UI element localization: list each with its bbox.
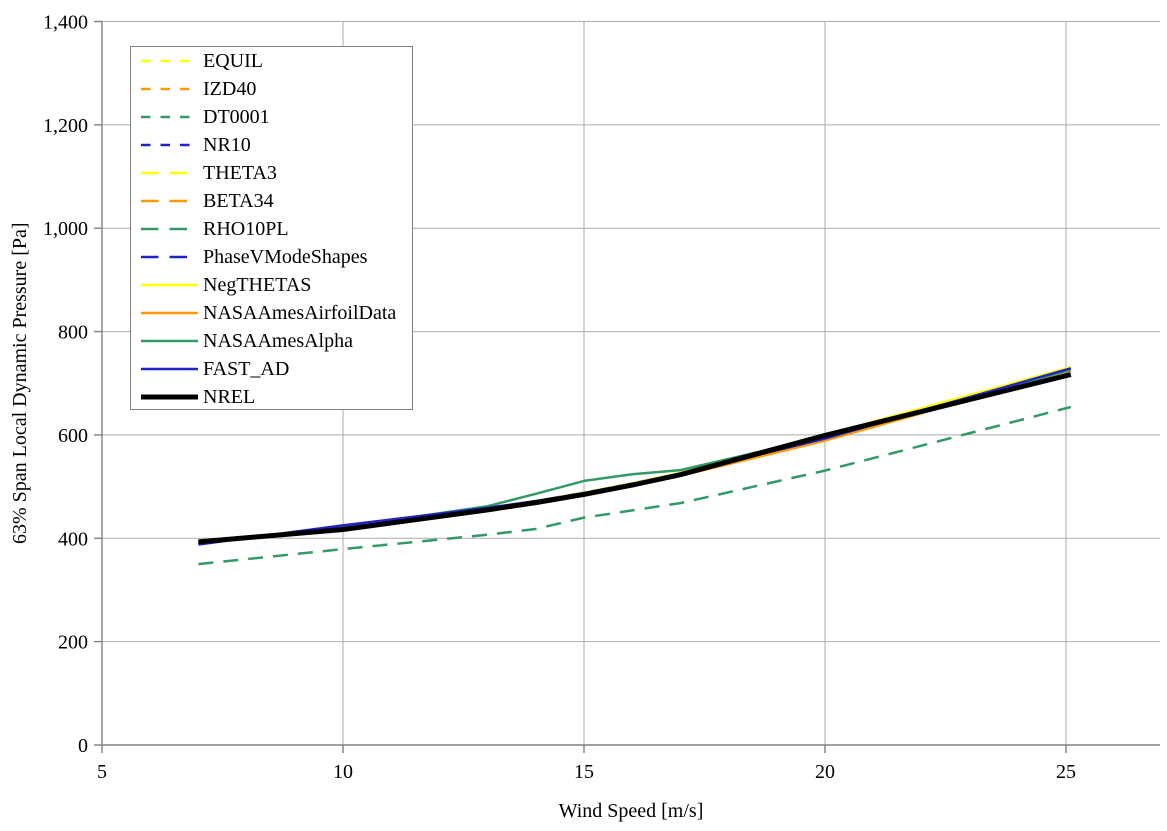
legend-item-NASAAmesAlpha: NASAAmesAlpha — [131, 327, 412, 355]
legend-item-NREL: NREL — [131, 383, 412, 411]
series-line-RHO10PL — [198, 405, 1072, 566]
legend-line-sample — [141, 394, 198, 400]
legend-line-sample — [141, 227, 198, 231]
legend-item-PhaseVModeShapes: PhaseVModeShapes — [131, 243, 412, 271]
y-tick-label: 1,400 — [43, 12, 88, 34]
y-tick-label: 1,200 — [43, 115, 88, 137]
legend-item-NegTHETAS: NegTHETAS — [131, 271, 412, 299]
y-tick-label: 400 — [58, 528, 88, 550]
legend-item-EQUIL: EQUIL — [131, 47, 412, 75]
legend-item-BETA34: BETA34 — [131, 187, 412, 215]
legend-item-RHO10PL: RHO10PL — [131, 215, 412, 243]
x-tick-label: 15 — [574, 761, 594, 783]
legend-item-DT0001: DT0001 — [131, 103, 412, 131]
legend-line-sample — [141, 199, 198, 203]
legend-line-sample — [141, 59, 198, 63]
y-axis-title: 63% Span Local Dynamic Pressure [Pa] — [9, 222, 31, 544]
y-tick-label: 800 — [58, 322, 88, 344]
y-tick-label: 600 — [58, 425, 88, 447]
x-tick-label: 5 — [97, 761, 107, 783]
legend-item-FAST_AD: FAST_AD — [131, 355, 412, 383]
legend-label: PhaseVModeShapes — [203, 246, 368, 268]
legend-line-sample — [141, 255, 198, 259]
legend-line-sample — [141, 171, 198, 175]
legend-label: FAST_AD — [203, 358, 290, 380]
x-axis-title: Wind Speed [m/s] — [559, 800, 704, 822]
legend-item-NASAAmesAirfoilData: NASAAmesAirfoilData — [131, 299, 412, 327]
x-tick-label: 20 — [815, 761, 835, 783]
y-tick-label: 1,000 — [43, 218, 88, 240]
legend-label: RHO10PL — [203, 218, 289, 240]
legend-line-sample — [141, 143, 198, 147]
legend-item-NR10: NR10 — [131, 131, 412, 159]
y-tick-label: 0 — [78, 735, 88, 757]
legend-line-sample — [141, 367, 198, 371]
x-tick-label: 10 — [333, 761, 353, 783]
legend-label: THETA3 — [203, 162, 277, 184]
legend-item-IZD40: IZD40 — [131, 75, 412, 103]
legend-label: NegTHETAS — [203, 274, 312, 296]
legend-label: NR10 — [203, 134, 251, 156]
legend-label: EQUIL — [203, 50, 263, 72]
legend-label: NASAAmesAirfoilData — [203, 302, 397, 324]
x-tick-label: 25 — [1056, 761, 1076, 783]
legend-label: IZD40 — [203, 78, 257, 100]
legend-item-THETA3: THETA3 — [131, 159, 412, 187]
legend-line-sample — [141, 115, 198, 119]
legend-label: NREL — [203, 386, 256, 408]
legend-label: NASAAmesAlpha — [203, 330, 353, 352]
chart-legend: EQUIL IZD40 DT0001 NR10 THETA3 BETA34 RHO10PL P… — [130, 46, 413, 410]
legend-line-sample — [141, 311, 198, 315]
series-line-NREL — [198, 372, 1072, 545]
legend-label: BETA34 — [203, 190, 274, 212]
legend-label: DT0001 — [203, 106, 270, 128]
y-tick-label: 200 — [58, 632, 88, 654]
legend-line-sample — [141, 87, 198, 91]
legend-line-sample — [141, 283, 198, 287]
legend-line-sample — [141, 339, 198, 343]
